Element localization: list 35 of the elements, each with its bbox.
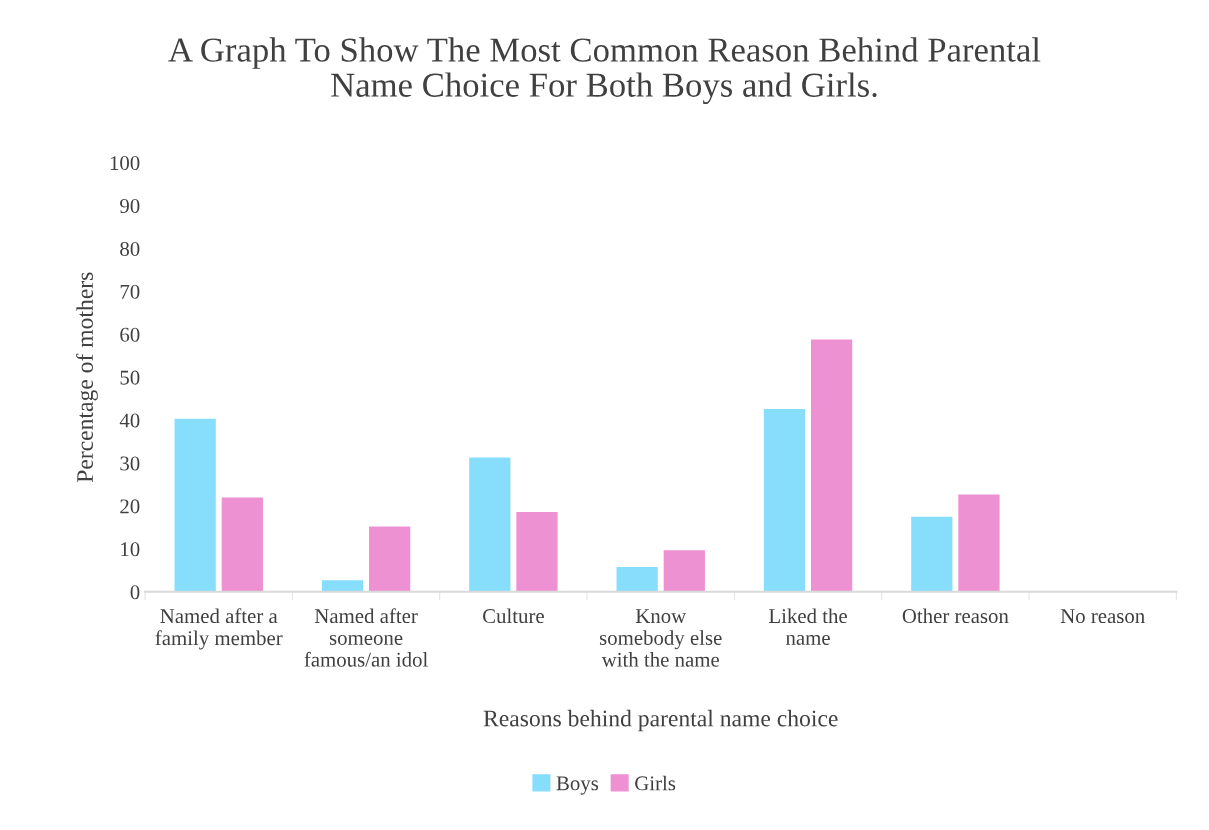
- y-tick-label: 20: [120, 499, 140, 514]
- bar: [958, 494, 1000, 592]
- y-tick-label: 70: [120, 284, 140, 299]
- chart-title: A Graph To Show The Most Common Reason Behind Parental Name Choice For Both Boys and Girls.: [168, 37, 1041, 105]
- x-axis-title: Reasons behind parental name choice: [483, 709, 838, 732]
- x-tick-label: Liked the name: [769, 608, 847, 645]
- bar: [321, 580, 364, 592]
- bar: [810, 339, 853, 592]
- bar: [763, 408, 806, 592]
- y-tick-label: 40: [119, 413, 140, 428]
- y-tick-label: 80: [120, 241, 140, 256]
- y-tick-label: 60: [120, 327, 140, 342]
- x-tick-label: Named after a family member: [155, 608, 283, 650]
- bar: [616, 566, 658, 592]
- y-tick-label: 30: [120, 456, 140, 471]
- bar: [469, 457, 511, 592]
- bar: [663, 550, 705, 592]
- bar: [174, 418, 216, 592]
- bar: [516, 511, 558, 592]
- x-tick-label: Named after someone famous/an idol: [304, 608, 428, 667]
- bar: [911, 516, 953, 592]
- y-axis-title: Percentage of mothers: [76, 272, 98, 483]
- x-tick-label: No reason: [1060, 609, 1145, 624]
- x-tick-label: Culture: [483, 608, 544, 624]
- legend-label: Girls: [635, 775, 676, 791]
- y-tick-label: 100: [110, 156, 140, 171]
- bar: [221, 497, 263, 592]
- bar: [369, 526, 411, 592]
- legend-label: Boys: [556, 776, 599, 795]
- y-tick-label: 50: [120, 370, 140, 385]
- x-tick-label: Know somebody else with the name: [599, 609, 722, 667]
- y-tick-label: 90: [120, 198, 140, 214]
- y-tick-label: 0: [130, 585, 140, 600]
- y-tick-label: 10: [121, 542, 140, 557]
- x-tick-label: Other reason: [902, 608, 1009, 624]
